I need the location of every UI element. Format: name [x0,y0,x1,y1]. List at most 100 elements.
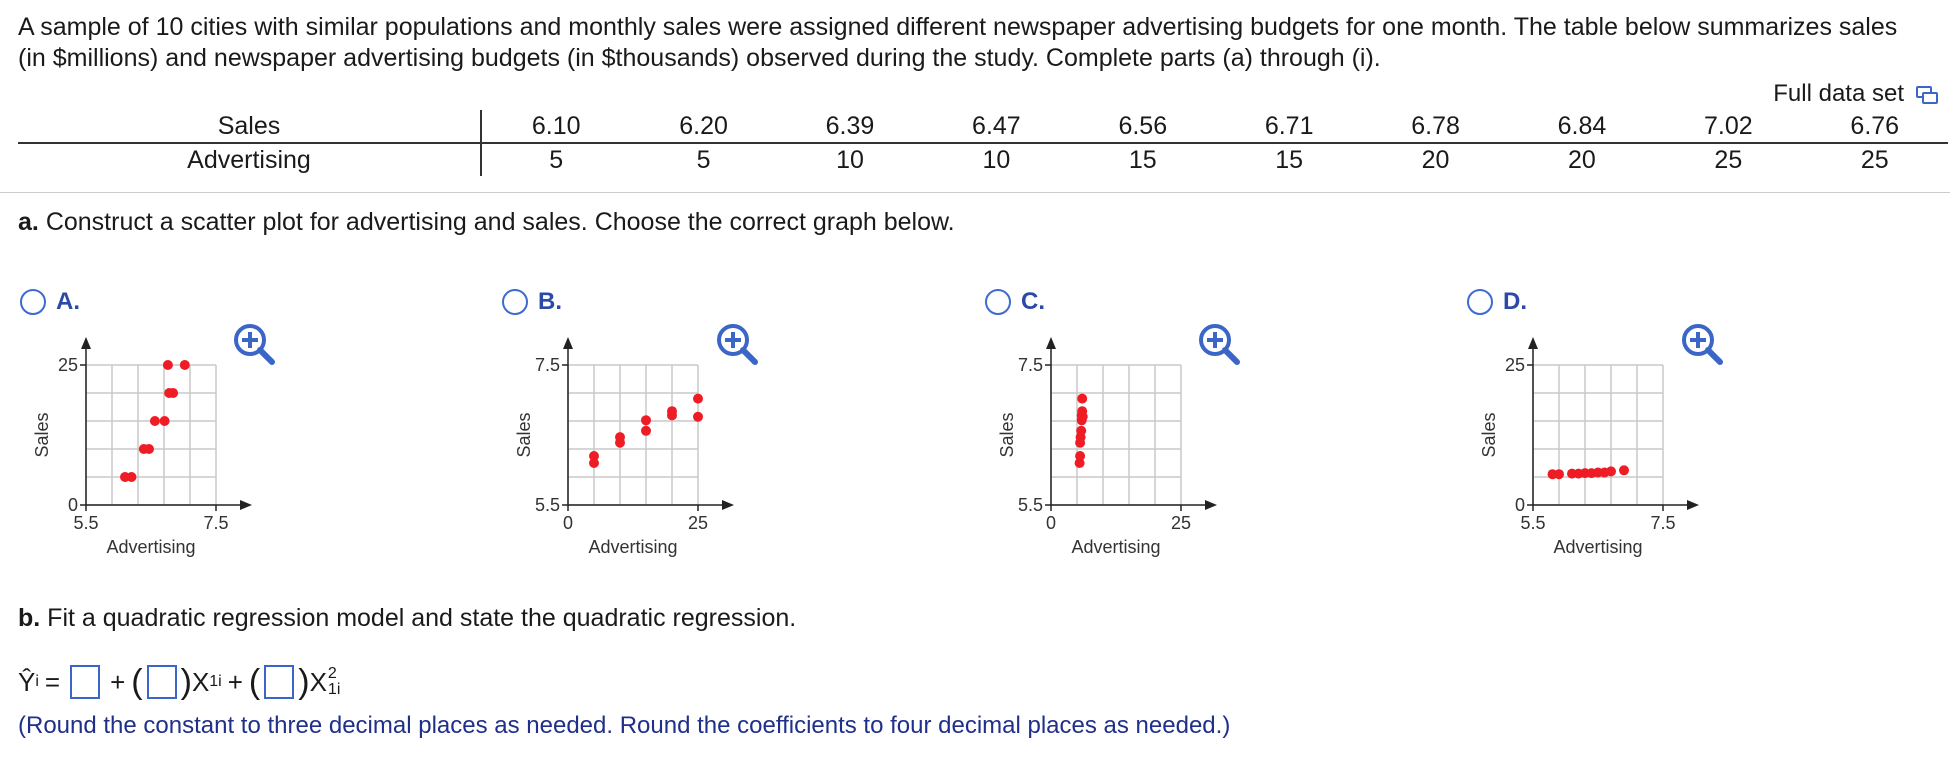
option-a[interactable]: A. [20,288,80,316]
plus-sign: + [110,666,126,697]
y-tick-label: 0 [1515,495,1525,515]
linear-coefficient-input[interactable] [146,665,177,699]
advertising-cell: 5 [549,145,564,174]
data-point [693,411,703,422]
x-tick-label: 5.5 [1520,513,1545,533]
y-tick-label: 25 [58,355,78,375]
data-point [641,415,651,426]
sales-cell: 6.56 [1069,110,1216,144]
y-tick-label: 5.5 [1018,495,1043,515]
y-axis-label: Sales [997,412,1017,457]
x-tick-label: 0 [1046,513,1056,533]
y-axis-arrow [81,337,91,349]
data-point [667,406,677,417]
advertising-cell: 15 [1275,145,1304,174]
part-a-prompt: a. Construct a scatter plot for advertis… [18,208,955,237]
data-point [144,444,154,454]
sales-cell: 6.84 [1508,110,1656,144]
advertising-cell: 15 [1128,145,1157,174]
advertising-cell: 10 [982,145,1011,174]
zoom-icon[interactable] [1197,322,1241,366]
advertising-row: Advertising 5 5 10 10 15 15 20 20 25 25 [18,143,1948,176]
scatter-plot-c: 7.5 5.50 25 Advertising Sales [997,337,1217,557]
x-axis-arrow [1205,500,1217,510]
left-paren: ( [131,663,143,701]
data-point [159,416,170,426]
advertising-cell: 25 [1860,145,1889,174]
data-point [615,432,625,443]
zoom-icon[interactable] [1680,322,1724,366]
scatter-plot-d: 25 05.5 7.5 Advertising Sales [1479,337,1699,557]
advertising-cell: 25 [1714,145,1743,174]
data-point [1619,465,1629,476]
divider [0,192,1950,193]
sales-cell: 7.02 [1655,110,1802,144]
data-point [1077,393,1088,404]
x-tick-label: 7.5 [203,513,228,533]
x-variable: X [191,666,210,697]
x-axis-label: Advertising [1071,537,1160,557]
full-data-set-label[interactable]: Full data set [1773,80,1904,107]
rounding-note: (Round the constant to three decimal pla… [18,712,1231,739]
y-tick-label: 7.5 [535,355,560,375]
x-tick-label: 7.5 [1650,513,1675,533]
y-axis-label: Sales [32,412,52,457]
advertising-row-label: Advertising [18,143,482,176]
radio-d[interactable] [1467,289,1493,315]
data-point [589,458,599,468]
option-c-letter[interactable]: C. [1021,288,1045,315]
data-point [1076,425,1087,436]
sales-cell: 6.76 [1801,110,1948,144]
full-data-set-link[interactable]: Full data set [1773,80,1938,108]
quadratic-coefficient-input[interactable] [264,665,295,699]
left-paren: ( [248,663,261,701]
radio-a[interactable] [20,289,46,315]
option-b[interactable]: B. [502,288,562,316]
x-subscript: 1i [209,673,222,690]
advertising-cell: 10 [836,145,864,174]
data-point [168,388,179,398]
data-point [162,360,173,370]
zoom-icon[interactable] [232,322,276,366]
option-d[interactable]: D. [1467,288,1527,316]
sales-cell: 6.20 [630,110,777,144]
sales-row: Sales 6.10 6.20 6.39 6.47 6.56 6.71 6.78… [18,110,1948,144]
data-table: Sales 6.10 6.20 6.39 6.47 6.56 6.71 6.78… [18,110,1948,176]
part-b-letter: b. [18,604,41,632]
y-axis-arrow [1528,337,1538,349]
zoom-icon[interactable] [715,322,759,366]
y-hat: Ŷ [18,666,36,697]
radio-b[interactable] [502,289,528,315]
option-a-letter[interactable]: A. [56,288,80,315]
y-axis-arrow [1046,337,1056,349]
data-point [1606,466,1616,477]
part-b-prompt: b. Fit a quadratic regression model and … [18,604,796,633]
advertising-cell: 20 [1421,145,1450,174]
problem-intro: A sample of 10 cities with similar popul… [18,13,1898,72]
option-c[interactable]: C. [985,288,1045,316]
data-set-icon[interactable] [1916,86,1938,104]
y-hat-subscript: i [35,673,39,690]
data-point [1077,411,1088,422]
sales-cell: 6.47 [923,110,1070,144]
y-tick-label: 25 [1505,355,1525,375]
part-a-text: Construct a scatter plot for advertising… [45,208,955,236]
data-point [179,360,190,370]
x-axis-arrow [240,500,252,510]
sales-row-label: Sales [18,110,482,144]
data-point [641,425,651,436]
y-axis-label: Sales [1479,412,1499,457]
x-axis-arrow [1687,500,1699,510]
option-b-letter[interactable]: B. [538,288,562,315]
sales-cell: 6.71 [1215,110,1363,144]
part-a-letter: a. [18,208,39,236]
data-point [126,472,137,482]
option-d-letter[interactable]: D. [1503,288,1527,315]
constant-input[interactable] [70,665,101,699]
x-axis-label: Advertising [106,537,195,557]
radio-c[interactable] [985,289,1011,315]
x-tick-label: 5.5 [73,513,98,533]
x-tick-label: 0 [563,513,573,533]
x-subscript: 1i [327,681,341,698]
